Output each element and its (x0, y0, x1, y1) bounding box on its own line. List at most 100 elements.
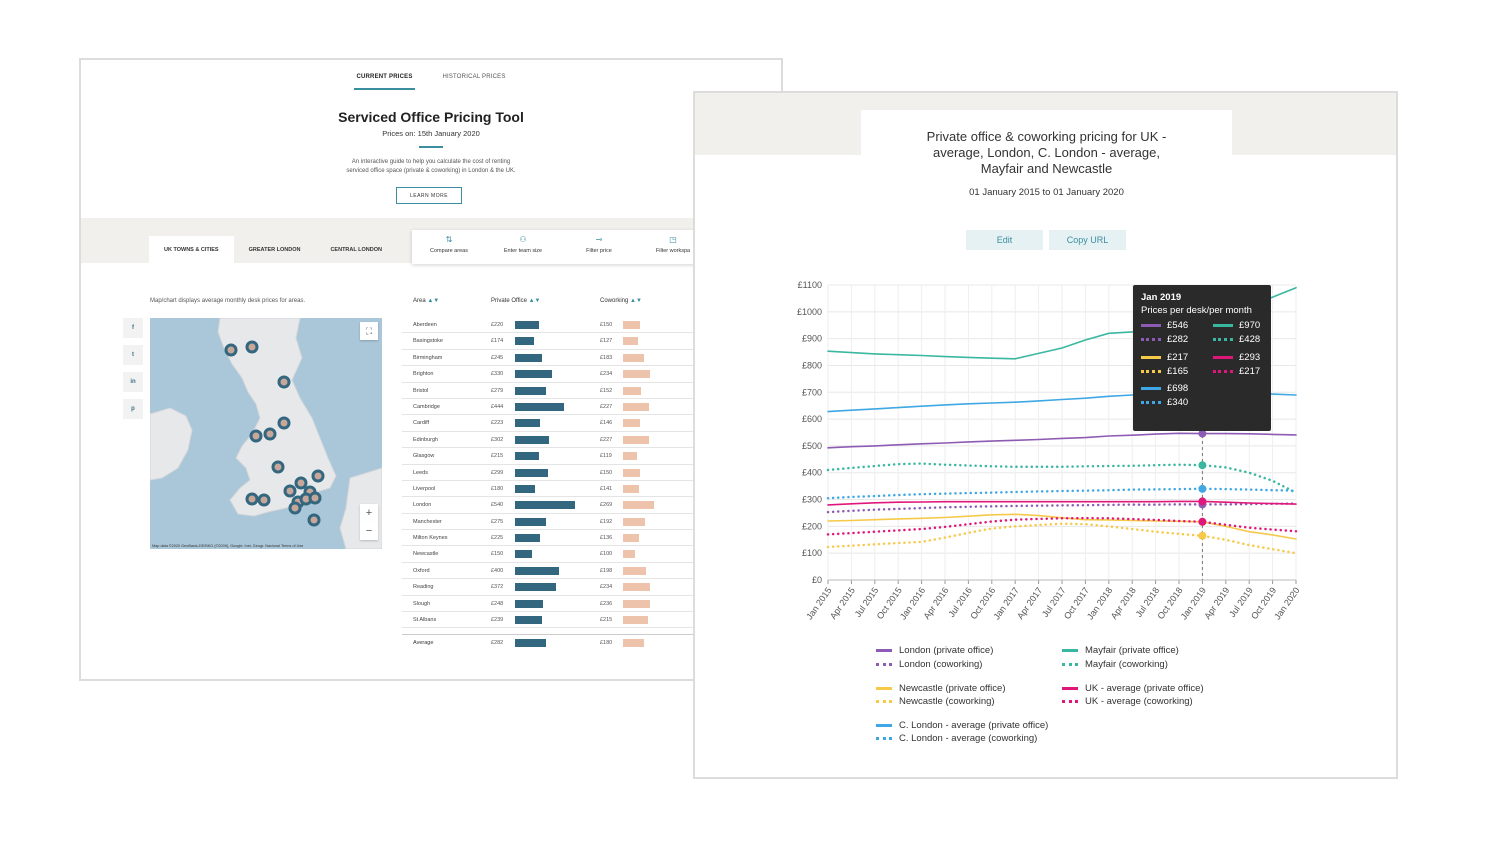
map-marker-edinburgh[interactable] (224, 343, 238, 357)
legend-item[interactable]: London (coworking) (876, 658, 982, 671)
coworking-price-bar (623, 452, 637, 461)
table-row[interactable]: Aberdeen £220 £150 (402, 317, 781, 334)
legend-item[interactable]: C. London - average (coworking) (876, 732, 1037, 745)
private-price-bar (515, 419, 540, 428)
column-private-header[interactable]: Private Office ▲▼ (491, 298, 540, 304)
private-price-bar (515, 599, 543, 608)
map-marker-glasgow[interactable] (277, 375, 291, 389)
twitter-share-button[interactable]: t (123, 345, 143, 365)
legend-label: C. London - average (private office) (899, 720, 1049, 731)
tooltip-value: £428 (1239, 334, 1261, 345)
tab-historical-prices[interactable]: HISTORICAL PRICES (442, 74, 506, 80)
private-price-bar (515, 402, 565, 411)
map-marker-cardiff[interactable] (245, 492, 259, 506)
map-marker-reading[interactable] (308, 491, 322, 505)
legend-item[interactable]: UK - average (private office) (1062, 682, 1204, 695)
table-row[interactable]: Glasgow £215 £119 (402, 448, 781, 465)
legend-label: UK - average (private office) (1085, 683, 1204, 694)
private-price: £275 (491, 518, 504, 525)
tooltip-value: £217 (1239, 366, 1261, 377)
table-row[interactable]: St Albans £239 £215 (402, 612, 781, 629)
pinterest-share-button[interactable]: p (123, 399, 143, 419)
table-row[interactable]: Cardiff £223 £146 (402, 415, 781, 432)
private-price-bar (515, 517, 546, 526)
tooltip-value: £970 (1239, 320, 1261, 331)
table-row[interactable]: Newcastle £150 £100 (402, 546, 781, 563)
legend-item[interactable]: Newcastle (coworking) (876, 695, 995, 708)
average-row[interactable]: Average £282 £180 (402, 634, 781, 652)
map-marker-birmingham[interactable] (311, 469, 325, 483)
learn-more-button[interactable]: LEARN MORE (396, 187, 462, 204)
compare-areas-tool[interactable]: ⇅ Compare areas (414, 236, 484, 255)
y-tick-label: £0 (812, 575, 822, 585)
map-marker-cambridge[interactable] (294, 476, 308, 490)
map-marker-oxford[interactable] (257, 493, 271, 507)
table-row[interactable]: Leeds £299 £150 (402, 465, 781, 481)
area-name: Oxford (413, 567, 430, 574)
table-row[interactable]: Oxford £400 £198 (402, 563, 781, 580)
table-row[interactable]: Edinburgh £302 £227 (402, 432, 781, 449)
column-area-header[interactable]: Area ▲▼ (413, 298, 439, 304)
area-name: Leeds (413, 469, 428, 476)
legend-label: UK - average (coworking) (1085, 696, 1193, 707)
column-coworking-header[interactable]: Coworking ▲▼ (600, 298, 642, 304)
map-marker-basingstoke[interactable] (307, 513, 321, 527)
copy-url-button[interactable]: Copy URL (1049, 230, 1126, 250)
map-marker-slough[interactable] (288, 501, 302, 515)
private-price-bar (515, 321, 540, 329)
table-row[interactable]: Liverpool £180 £141 (402, 481, 781, 498)
linkedin-share-button[interactable]: in (123, 372, 143, 392)
map-marker-bristol[interactable] (283, 484, 297, 498)
table-row[interactable]: Bristol £279 £152 (402, 383, 781, 399)
legend-item[interactable]: UK - average (coworking) (1062, 695, 1193, 708)
legend-item[interactable]: Mayfair (coworking) (1062, 658, 1168, 671)
zoom-out-button[interactable]: − (360, 522, 378, 540)
table-row[interactable]: Birmingham £245 £183 (402, 350, 781, 367)
legend-item[interactable]: Mayfair (private office) (1062, 644, 1179, 657)
chart-date-range: 01 January 2015 to 01 January 2020 (969, 187, 1124, 198)
legend-item[interactable]: C. London - average (private office) (876, 719, 1048, 732)
tab-uk-towns-cities[interactable]: UK TOWNS & CITIES (149, 236, 234, 263)
table-row[interactable]: Slough £248 £236 (402, 596, 781, 613)
tab-greater-london[interactable]: GREATER LONDON (248, 246, 301, 253)
table-row[interactable]: Cambridge £444 £227 (402, 399, 781, 416)
y-tick-label: £700 (802, 387, 822, 397)
series-line-6 (827, 500, 1297, 506)
legend-label: London (coworking) (899, 659, 983, 670)
private-price: £372 (491, 584, 504, 591)
map-marker-manchester[interactable] (263, 427, 277, 441)
legend-item[interactable]: London (private office) (876, 644, 993, 657)
coworking-price-bar (623, 386, 641, 395)
zoom-in-button[interactable]: + (360, 504, 378, 522)
team-size-tool[interactable]: ⚇ Enter team size (488, 236, 558, 255)
legend-item[interactable]: Newcastle (private office) (876, 682, 1005, 695)
chart-title-line-1: Private office & coworking pricing for U… (926, 129, 1167, 144)
tab-central-london[interactable]: CENTRAL LONDON (330, 246, 382, 253)
coworking-price: £269 (600, 502, 613, 509)
private-price: £248 (491, 600, 504, 607)
table-row[interactable]: Reading £372 £234 (402, 579, 781, 596)
map-marker-leeds[interactable] (249, 429, 263, 443)
edit-button[interactable]: Edit (966, 230, 1043, 250)
private-price-bar (515, 583, 557, 592)
table-row[interactable]: Brighton £330 £234 (402, 366, 781, 383)
private-price-bar (515, 353, 543, 362)
facebook-share-button[interactable]: f (123, 318, 143, 338)
coworking-price: £227 (600, 403, 613, 410)
fullscreen-button[interactable]: ⛶ (360, 322, 378, 340)
coworking-price: £119 (600, 453, 612, 460)
table-row[interactable]: Manchester £275 £192 (402, 514, 781, 531)
map-attribution: Map data ©2020 GeoBasis-DE/BKG (©2009), … (152, 544, 304, 548)
series-line-1 (826, 502, 1298, 514)
map-marker-aberdeen[interactable] (245, 340, 259, 354)
table-row[interactable]: London £540 £269 (402, 497, 781, 514)
private-price-bar (515, 468, 549, 477)
table-row[interactable]: Basingstoke £174 £127 (402, 333, 781, 350)
table-row[interactable]: Milton Keynes £225 £136 (402, 530, 781, 547)
map-marker-newcastle[interactable] (277, 416, 291, 430)
filter-workspace-tool[interactable]: ◳ Filter workspa (638, 236, 708, 255)
tab-current-prices[interactable]: CURRENT PRICES (354, 72, 415, 90)
map-marker-liverpool[interactable] (271, 460, 285, 474)
uk-map[interactable]: ⛶ + − Map data ©2020 GeoBasis-DE/BKG (©2… (150, 318, 382, 549)
filter-price-tool[interactable]: ⊸ Filter price (564, 236, 634, 255)
